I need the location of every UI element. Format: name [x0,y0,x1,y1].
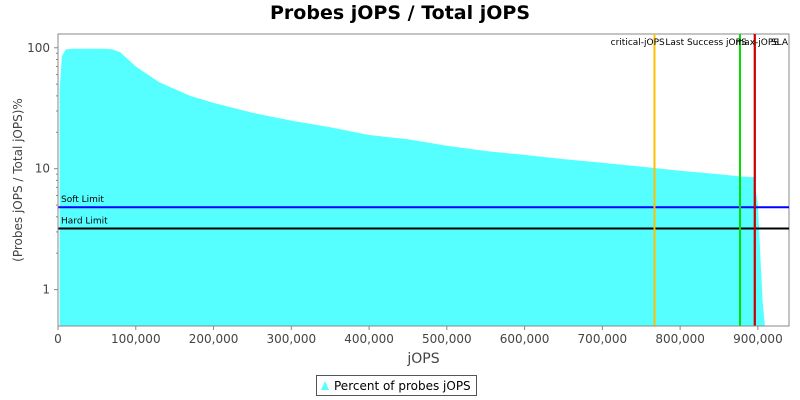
limit-label-1: Hard Limit [61,217,108,227]
y-tick-label: 1 [42,283,50,297]
chart-title: Probes jOPS / Total jOPS [270,2,530,24]
marker-label-0: critical-jOPS [611,38,665,48]
marker-label-1: Last Success jOPS [665,38,747,48]
x-tick-label: 400,000 [344,332,394,346]
x-tick-label: 700,000 [578,332,628,346]
limit-label-0: Soft Limit [61,195,104,205]
legend: Percent of probes jOPS [316,375,477,396]
x-tick-label: 900,000 [733,332,783,346]
x-tick-label: 800,000 [655,332,705,346]
x-tick-label: 500,000 [422,332,472,346]
marker-label-3: SLA [771,38,789,48]
x-axis-label: jOPS [406,351,439,367]
series-area-probes-jops [59,48,765,327]
y-axis-label: (Probes jOPS / Total jOPS)% [11,98,25,262]
marker-label-2: max-jOPS [735,38,779,48]
legend-swatch-icon [321,381,329,390]
x-tick-label: 600,000 [500,332,550,346]
x-tick-label: 0 [54,332,62,346]
y-tick-label: 100 [27,41,50,55]
x-tick-label: 200,000 [189,332,239,346]
legend-label: Percent of probes jOPS [334,378,471,393]
x-tick-label: 300,000 [266,332,316,346]
x-tick-label: 100,000 [111,332,161,346]
y-tick-label: 10 [35,162,50,176]
